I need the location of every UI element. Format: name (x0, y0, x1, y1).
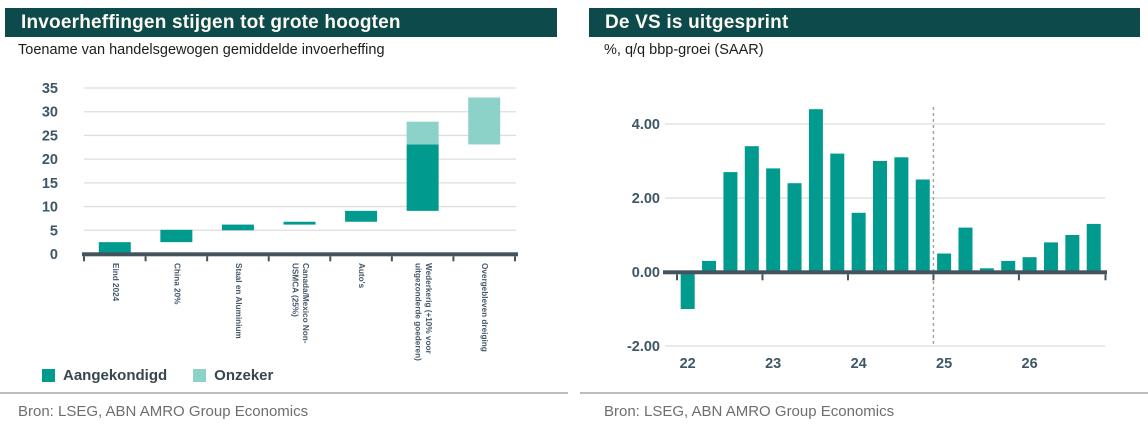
right-chart-title: De VS is uitgesprint (605, 11, 789, 33)
x-category-label: Auto's (357, 263, 366, 289)
y-tick-label: 35 (42, 81, 58, 97)
gdp-quarter-bar (979, 268, 994, 272)
x-category-label: Wederkerig (+10% vooruitgezonderde goede… (414, 263, 434, 361)
aangekondigd-swatch-icon (42, 369, 55, 382)
x-axis-tick (676, 274, 678, 281)
gdp-quarter-bar (808, 109, 823, 272)
x-tick-label: 23 (765, 356, 781, 372)
x-category-label: China 20% (172, 263, 181, 305)
x-axis-tick (267, 256, 270, 262)
y-tick-label: 4.00 (632, 117, 660, 133)
x-category-label: Canada/Mexico Non-USMCA (25%) (291, 263, 311, 344)
gdp-quarter-bar (723, 172, 738, 272)
gdp-quarter-bar (1086, 223, 1101, 272)
x-axis-tick (144, 256, 147, 262)
right-source-line: Bron: LSEG, ABN AMRO Group Economics (604, 403, 895, 420)
waterfall-bar-segment (406, 121, 439, 145)
gdp-quarter-bar (851, 212, 866, 272)
y-tick-label: -2.00 (627, 339, 660, 355)
tariff-chart-panel: 0 5 10 15 20 25 30 35 Eind 2024 China 20% Staal en… (0, 8, 568, 420)
gdp-quarter-bar (1001, 260, 1016, 272)
gdp-quarter-bar (680, 272, 695, 309)
left-chart-title: Invoerheffingen stijgen tot grote hoogte… (21, 11, 401, 33)
waterfall-bar-segment (283, 221, 316, 225)
gdp-quarter-bar (1022, 257, 1037, 272)
x-axis-line (82, 252, 518, 257)
y-tick-label: 2.00 (632, 191, 660, 207)
x-axis-tick (761, 274, 764, 281)
x-axis-end-tick (1104, 274, 1107, 281)
gdp-quarter-bar (1043, 242, 1058, 272)
right-footer-divider (580, 392, 1148, 394)
x-category-label: Eind 2024 (111, 263, 120, 302)
gdp-chart-panel: -2.00 0.00 2.00 4.00 22 23 24 25 26 De VS is uit… (574, 0, 1148, 427)
gdp-growth-bar-chart: -2.00 0.00 2.00 4.00 22 23 24 25 26 (627, 107, 1107, 372)
left-footer-divider (0, 392, 568, 394)
gdp-quarter-bar (787, 183, 802, 272)
y-tick-label: 0 (50, 247, 58, 263)
y-tick-label: 15 (42, 176, 58, 192)
onzeker-swatch-icon (193, 369, 207, 382)
legend-item-aangekondigd: Aangekondigd (42, 367, 167, 384)
left-chart-subtitle: Toename van handelsgewogen gemiddelde in… (18, 42, 385, 58)
x-axis-tick (83, 256, 85, 262)
x-tick-label: 22 (680, 356, 696, 372)
y-tick-label: 30 (42, 105, 58, 121)
tariff-waterfall-chart: 0 5 10 15 20 25 30 35 Eind 2024 China 20% Staal en… (42, 81, 518, 361)
waterfall-bar-segment (468, 97, 501, 145)
x-axis-tick (390, 256, 393, 262)
waterfall-bar-segment (221, 224, 254, 231)
gdp-quarter-bar (937, 253, 952, 272)
x-axis-line (663, 270, 1107, 275)
gdp-quarter-bar (894, 157, 909, 272)
x-axis-tick (932, 274, 935, 281)
gdp-quarter-bar (702, 260, 717, 272)
waterfall-bar-segment (160, 229, 193, 243)
y-tick-label: 5 (50, 223, 58, 239)
gdp-quarter-bar (766, 168, 781, 272)
left-chart-title-bar: Invoerheffingen stijgen tot grote hoogte… (5, 8, 557, 37)
legend-label-onzeker: Onzeker (214, 367, 274, 384)
y-tick-label: 20 (42, 152, 58, 168)
waterfall-bar-segment (98, 242, 131, 254)
gdp-quarter-bar (958, 227, 973, 272)
x-category-label: Overgebleven dreiging (480, 263, 489, 352)
x-axis-tick (514, 256, 516, 262)
x-category-label: Staal en Aluminium (234, 263, 243, 339)
x-axis-tick (329, 256, 332, 262)
right-chart-subtitle: %, q/q bbp-groei (SAAR) (604, 42, 764, 58)
left-chart-legend: Aangekondigd Onzeker (42, 367, 273, 384)
waterfall-bar-segment (345, 210, 378, 222)
x-axis-tick (1017, 274, 1020, 281)
gdp-quarter-bar (873, 161, 888, 272)
y-tick-label: 25 (42, 128, 58, 144)
gdp-quarter-bar (915, 179, 930, 272)
right-chart-title-bar: De VS is uitgesprint (589, 8, 1140, 37)
y-tick-label: 0.00 (632, 265, 660, 281)
x-tick-label: 26 (1022, 356, 1038, 372)
x-axis-tick (452, 256, 455, 262)
legend-item-onzeker: Onzeker (193, 367, 273, 384)
gdp-quarter-bar (830, 153, 845, 272)
y-tick-label: 10 (42, 200, 58, 216)
x-tick-label: 25 (936, 356, 952, 372)
legend-label-aangekondigd: Aangekondigd (63, 367, 168, 384)
x-axis-tick (846, 274, 849, 281)
x-tick-label: 24 (851, 356, 867, 372)
x-axis-tick (206, 256, 209, 262)
waterfall-bar-segment (406, 144, 439, 211)
gdp-quarter-bar (744, 146, 759, 272)
left-source-line: Bron: LSEG, ABN AMRO Group Economics (18, 403, 309, 420)
gdp-quarter-bar (1065, 235, 1080, 272)
